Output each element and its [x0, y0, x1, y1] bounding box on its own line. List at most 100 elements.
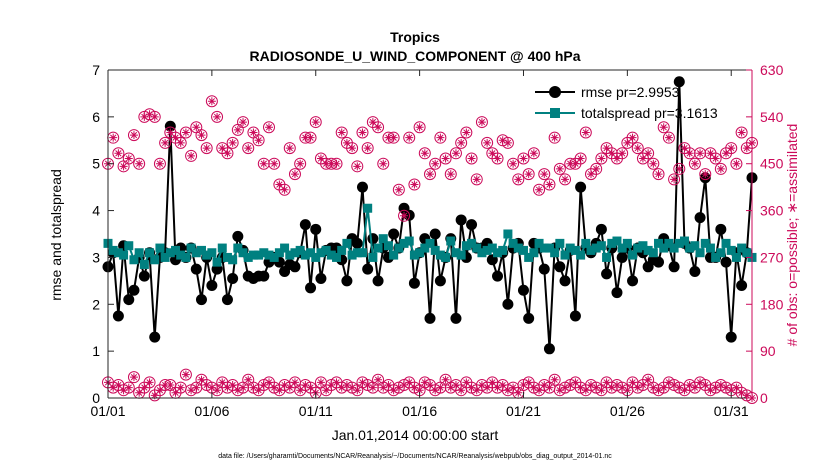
obs-assimilated-marker [233, 125, 242, 134]
obs-assimilated-marker [638, 154, 647, 163]
totalspread-point [274, 248, 284, 258]
obs-count-point [512, 386, 525, 399]
rmse-point [232, 230, 244, 242]
obs-possible-marker [730, 157, 743, 170]
obs-assimilated-marker [472, 175, 481, 184]
obs-count-point [626, 131, 639, 144]
obs-assimilated-marker [446, 170, 455, 179]
totalspread-point [612, 236, 622, 246]
totalspread-point [300, 250, 310, 260]
obs-assimilated-marker [207, 97, 216, 106]
totalspread-point [269, 252, 279, 262]
obs-count-point [252, 134, 265, 147]
totalspread-point [254, 250, 264, 260]
obs-assimilated-marker [675, 164, 684, 173]
obs-assimilated-marker [426, 170, 434, 179]
obs-assimilated-marker [259, 159, 268, 168]
obs-assimilated-marker [171, 133, 180, 142]
obs-assimilated-marker [509, 159, 518, 168]
obs-assimilated-marker [129, 131, 138, 140]
obs-assimilated-marker [270, 159, 279, 168]
obs-possible-marker [725, 142, 738, 155]
totalspread-point [243, 252, 253, 262]
rmse-point [616, 251, 628, 263]
obs-possible-marker [652, 168, 665, 181]
obs-count-point [112, 147, 125, 160]
totalspread-point [716, 248, 726, 258]
obs-assimilated-marker [540, 170, 549, 179]
obs-count-point [231, 123, 244, 136]
rmse-point [689, 265, 701, 277]
totalspread-point [633, 243, 643, 253]
obs-assimilated-marker [716, 164, 725, 173]
chart-title: Tropics [390, 29, 440, 45]
obs-assimilated-marker [732, 159, 741, 168]
obs-possible-marker [242, 142, 255, 155]
obs-assimilated-marker [374, 375, 383, 384]
obs-possible-marker [377, 157, 390, 170]
obs-possible-marker [579, 126, 592, 139]
obs-assimilated-marker [623, 138, 632, 147]
obs-assimilated-marker [503, 138, 512, 147]
x-tick-label: 01/26 [610, 403, 645, 419]
obs-assimilated-marker [368, 383, 377, 392]
obs-possible-marker [444, 168, 457, 181]
obs-count-point [590, 162, 603, 175]
obs-assimilated-marker [155, 386, 164, 395]
obs-assimilated-marker [550, 375, 559, 384]
obs-possible-marker [470, 173, 483, 186]
rmse-point [305, 282, 317, 294]
rmse-point [362, 263, 374, 275]
obs-count-point [185, 149, 198, 162]
obs-assimilated-marker [509, 383, 518, 392]
obs-possible-marker [631, 142, 644, 155]
obs-count-point [522, 168, 535, 181]
obs-possible-marker [221, 147, 234, 160]
obs-possible-marker [501, 136, 514, 149]
obs-assimilated-marker [124, 383, 133, 392]
obs-assimilated-marker [477, 118, 486, 127]
totalspread-point [570, 245, 580, 255]
obs-possible-marker [185, 149, 198, 162]
totalspread-point [622, 238, 632, 248]
obs-assimilated-marker [545, 383, 554, 392]
obs-possible-marker [522, 168, 535, 181]
obs-assimilated-marker [197, 131, 206, 140]
totalspread-point [280, 243, 290, 253]
obs-possible-marker [387, 131, 400, 144]
obs-count-point [616, 147, 629, 160]
obs-possible-marker [694, 147, 707, 160]
obs-count-point [642, 147, 655, 160]
obs-assimilated-marker [581, 386, 590, 395]
obs-count-point [304, 131, 317, 144]
totalspread-point [113, 248, 123, 258]
obs-assimilated-marker [696, 149, 705, 158]
obs-assimilated-marker [436, 383, 445, 392]
obs-possible-marker [595, 152, 608, 165]
obs-assimilated-marker [202, 144, 211, 153]
obs-count-point [429, 157, 442, 170]
rmse-point [543, 343, 555, 355]
obs-possible-marker [153, 157, 166, 170]
obs-assimilated-marker [353, 386, 362, 395]
obs-assimilated-marker [405, 133, 414, 142]
obs-assimilated-marker [623, 386, 632, 395]
totalspread-point [316, 248, 326, 258]
obs-assimilated-marker [524, 170, 533, 179]
totalspread-point [134, 248, 144, 258]
obs-possible-marker [553, 162, 566, 175]
obs-possible-marker [304, 131, 317, 144]
obs-possible-marker [283, 142, 296, 155]
obs-count-point [574, 152, 587, 165]
obs-assimilated-marker [223, 149, 232, 158]
totalspread-point [565, 243, 575, 253]
legend-label-rmse: rmse pr=2.9953 [581, 84, 680, 100]
totalspread-point [487, 243, 497, 253]
obs-possible-marker [735, 126, 748, 139]
totalspread-point [352, 248, 362, 258]
totalspread-point [576, 250, 586, 260]
obs-assimilated-marker [192, 123, 201, 132]
obs-assimilated-marker [483, 138, 492, 147]
totalspread-point [139, 259, 149, 269]
